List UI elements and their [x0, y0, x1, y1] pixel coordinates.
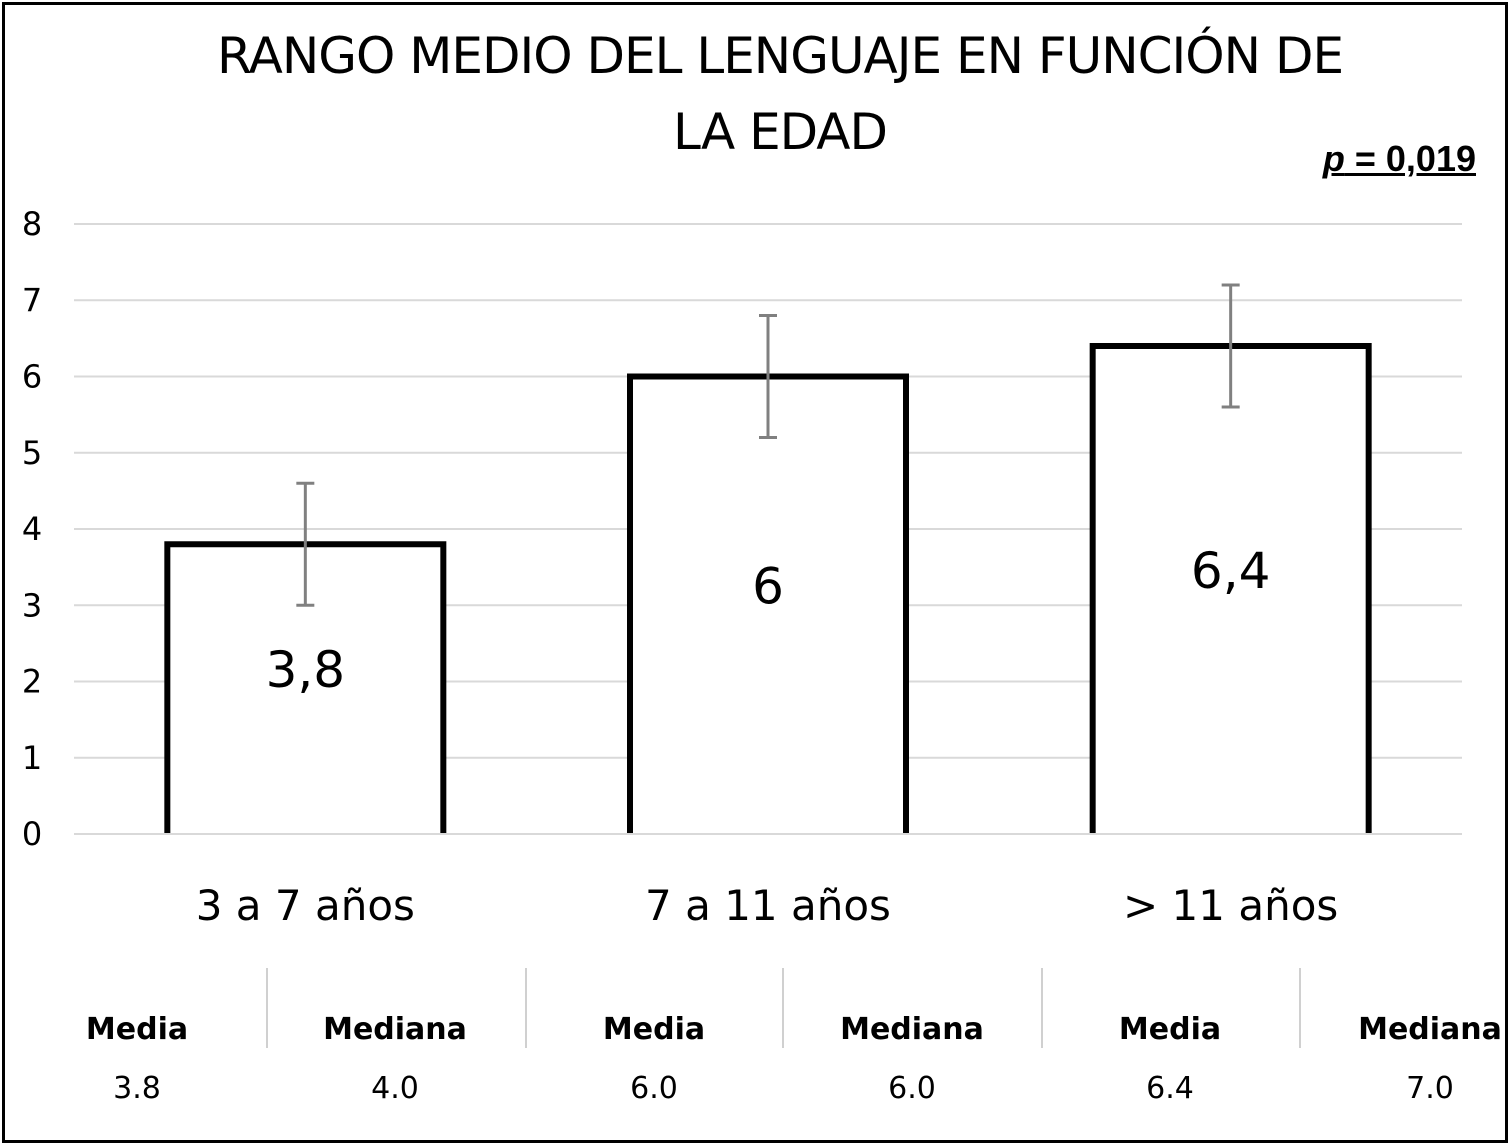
p-symbol: p — [1322, 138, 1345, 179]
chart-title: RANGO MEDIO DEL LENGUAJE EN FUNCIÓN DE L… — [80, 18, 1480, 170]
y-tick-label: 7 — [22, 281, 42, 319]
y-tick-label: 5 — [22, 434, 42, 472]
y-tick-label: 3 — [22, 586, 42, 624]
table-value-media: 6.0 — [630, 1071, 678, 1106]
y-tick-label: 4 — [22, 510, 42, 548]
bar-value-label: 6 — [752, 557, 784, 615]
bar-value-label: 6,4 — [1191, 542, 1271, 600]
bar-fill — [1092, 346, 1369, 834]
bar-value-label: 3,8 — [266, 641, 346, 699]
table-header-media: Media — [1119, 1012, 1221, 1047]
x-category-label: 3 a 7 años — [196, 881, 415, 930]
table-value-media: 3.8 — [113, 1071, 161, 1106]
table-value-mediana: 4.0 — [371, 1071, 419, 1106]
x-category-label: 7 a 11 años — [645, 881, 891, 930]
table-value-media: 6.4 — [1146, 1071, 1194, 1106]
p-value-annotation: p = 0,019 — [1323, 138, 1476, 180]
y-tick-label: 8 — [22, 205, 42, 243]
table-header-mediana: Mediana — [323, 1012, 467, 1047]
y-tick-label: 2 — [22, 663, 42, 701]
chart-title-line-2: LA EDAD — [672, 103, 888, 161]
table-value-mediana: 6.0 — [888, 1071, 936, 1106]
x-category-label: > 11 años — [1123, 881, 1338, 930]
table-header-mediana: Mediana — [1358, 1012, 1502, 1047]
p-value-text: = 0,019 — [1344, 138, 1476, 179]
table-header-mediana: Mediana — [840, 1012, 984, 1047]
chart-title-line-1: RANGO MEDIO DEL LENGUAJE EN FUNCIÓN DE — [216, 27, 1344, 85]
y-tick-label: 0 — [22, 815, 42, 853]
y-tick-label: 1 — [22, 739, 42, 777]
table-header-media: Media — [603, 1012, 705, 1047]
y-tick-label: 6 — [22, 358, 42, 396]
table-value-mediana: 7.0 — [1406, 1071, 1454, 1106]
bar-fill — [630, 376, 906, 834]
table-header-media: Media — [86, 1012, 188, 1047]
